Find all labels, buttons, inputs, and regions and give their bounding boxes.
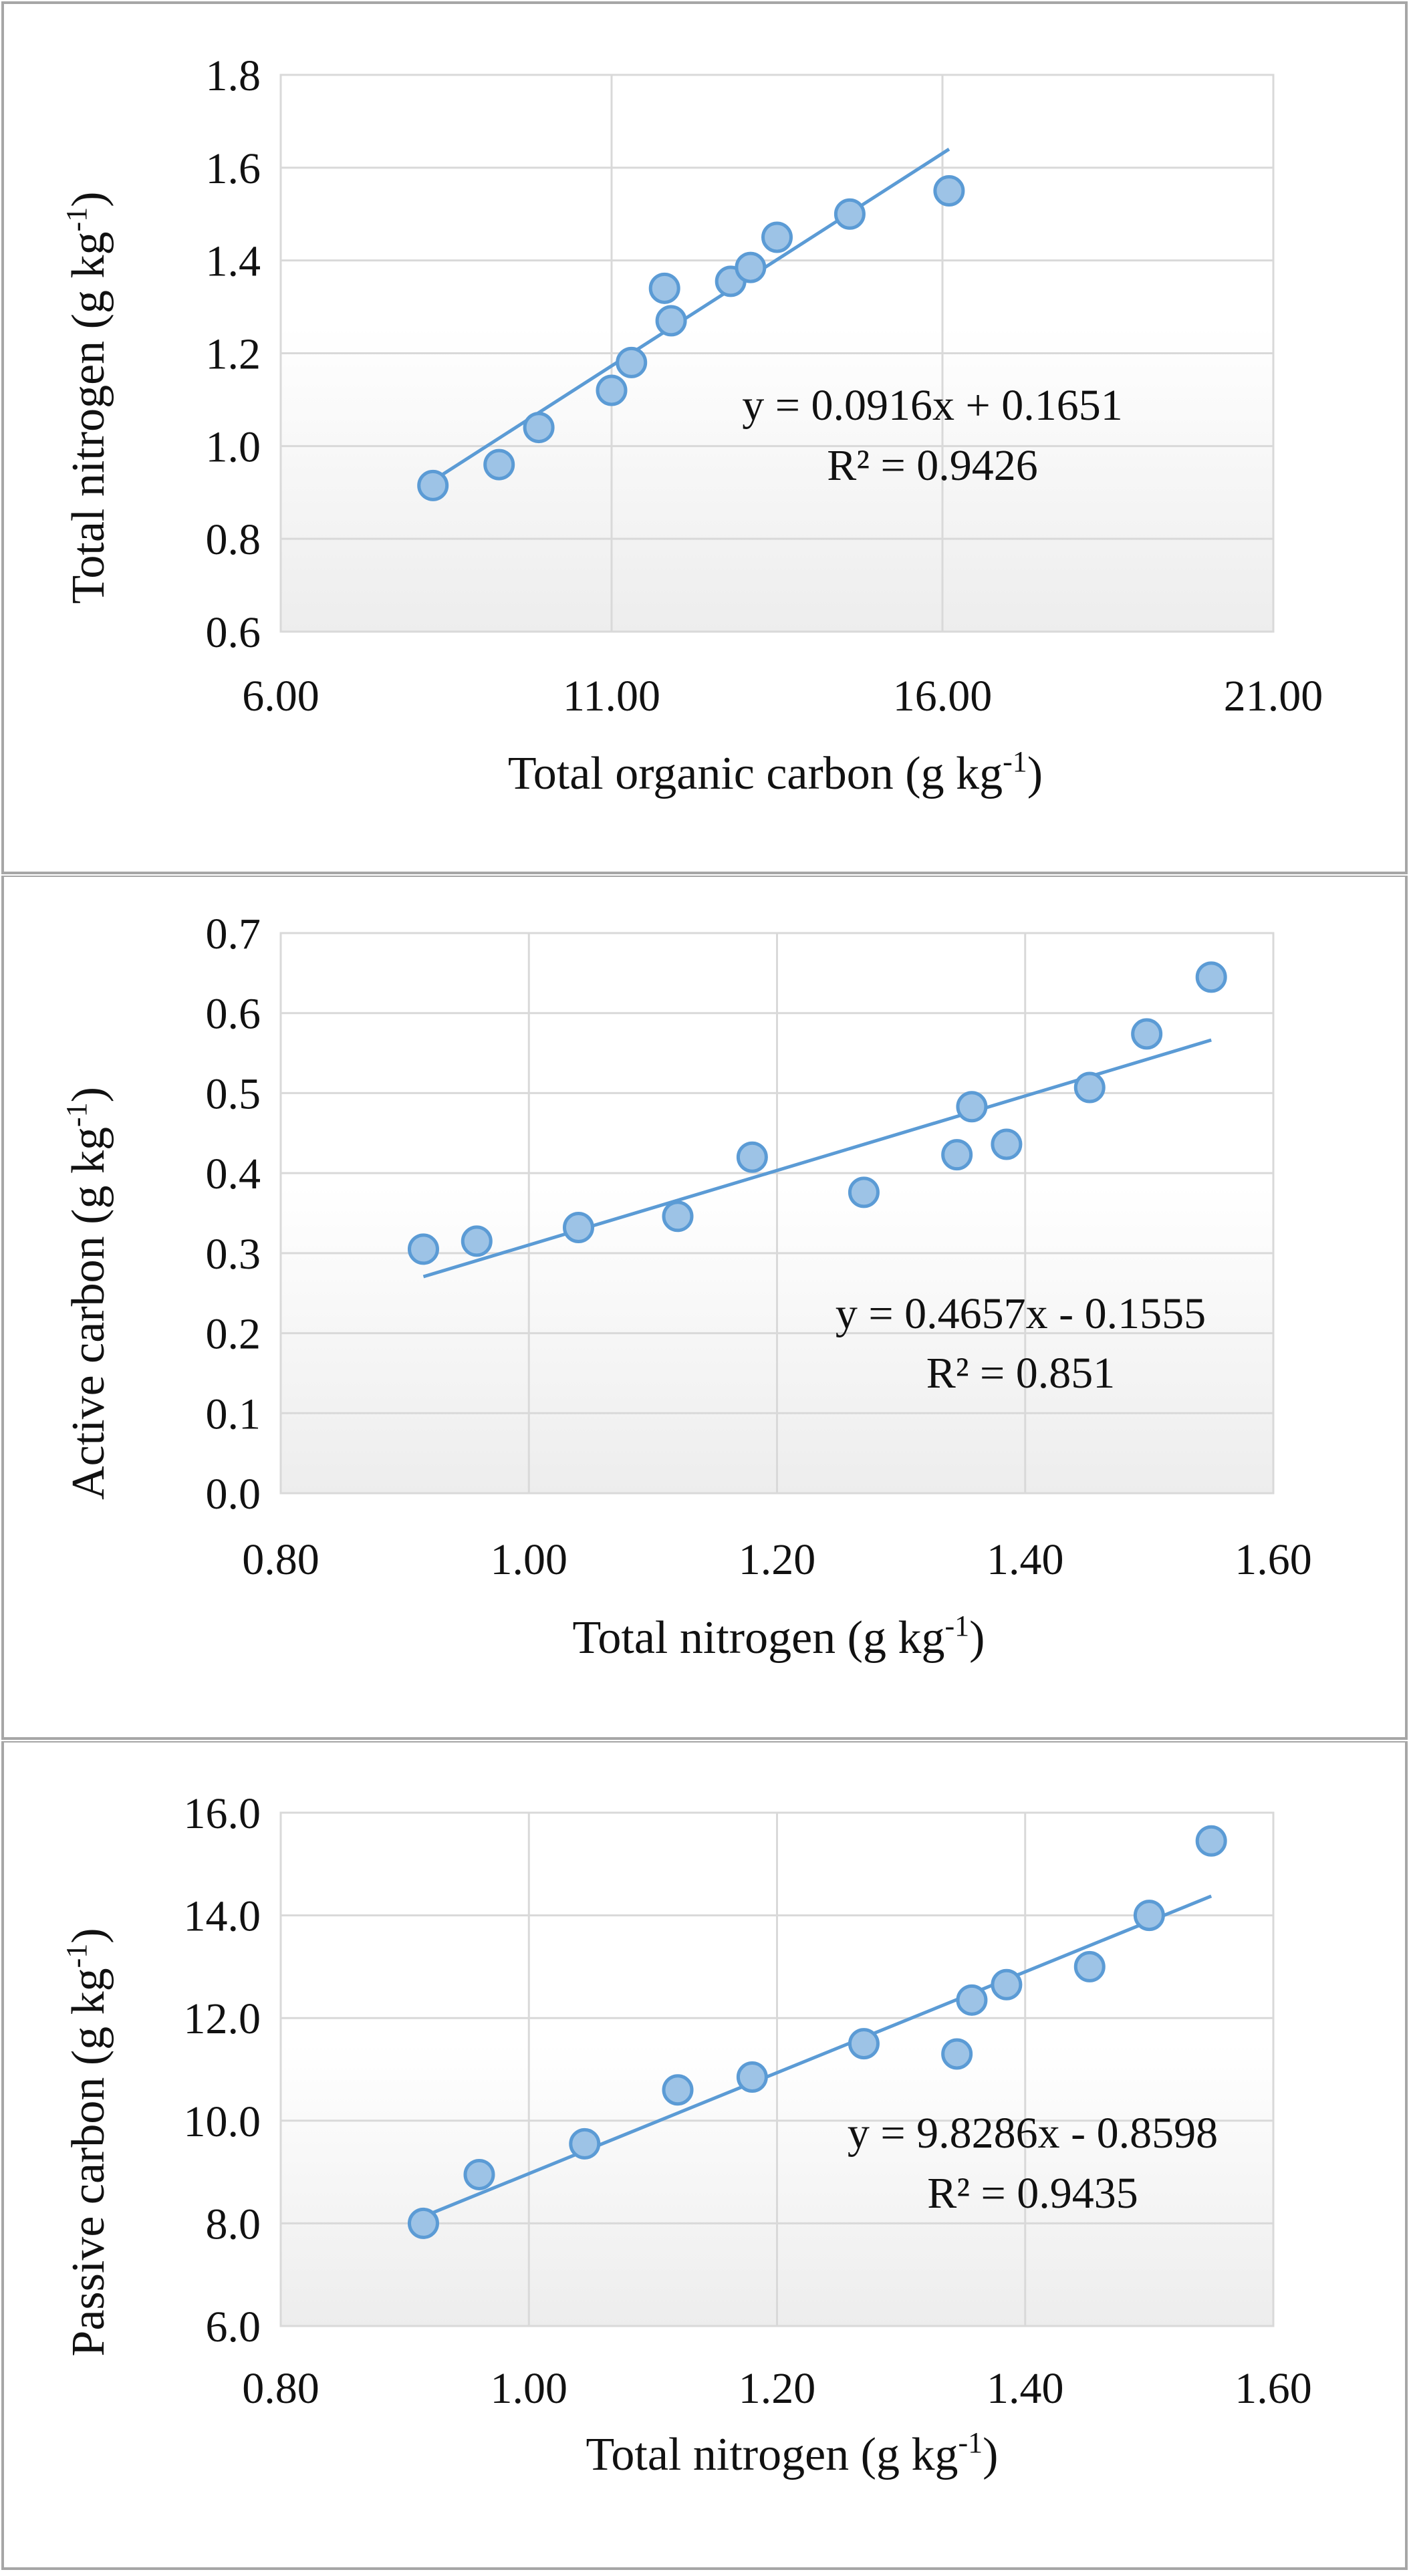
data-point [523, 412, 555, 444]
y-tick-label: 6.0 [206, 2303, 261, 2351]
y-tick-label: 8.0 [206, 2200, 261, 2248]
panel-frame [1, 1, 1408, 874]
data-point [563, 1212, 594, 1244]
y-tick-label: 10.0 [184, 2097, 261, 2146]
chart-toc-vs-tn: 6.00 11.00 16.00 21.00 0.6 0.8 1.0 1.2 1.4 1.6 1.8… [1, 1, 1408, 874]
data-point [461, 1225, 493, 1257]
x-tick-label: 1.40 [987, 2364, 1064, 2413]
data-point [648, 272, 680, 304]
data-point [1195, 1825, 1227, 1857]
trendline [432, 148, 950, 483]
y-tick-label: 16.0 [184, 1789, 261, 1838]
y-tick-label: 1.0 [206, 422, 261, 471]
chart-panel-toc-vs-tn: 6.00 11.00 16.00 21.00 0.6 0.8 1.0 1.2 1.4 1.6 1.8… [0, 0, 1409, 876]
y-tick-label: 0.5 [206, 1069, 261, 1118]
y-tick-label: 0.3 [206, 1230, 261, 1279]
data-point [1131, 1018, 1163, 1050]
x-tick-label: 1.20 [739, 1535, 816, 1584]
y-tick-label: 0.7 [206, 910, 261, 958]
y-tick-label: 12.0 [184, 1994, 261, 2043]
y-axis-title: Active carbon (g kg-1) [60, 1087, 114, 1500]
x-axis-title: Total nitrogen (g kg-1) [573, 1609, 985, 1664]
data-point [991, 1968, 1023, 2001]
x-tick-label: 11.00 [563, 672, 660, 721]
data-point [483, 448, 515, 481]
data-point [407, 2207, 439, 2239]
x-tick-label: 6.00 [242, 672, 319, 721]
r-squared-label: R² = 0.9426 [827, 441, 1038, 490]
panel-frame [1, 874, 1408, 1740]
data-point [956, 1984, 988, 2016]
data-point [662, 2074, 694, 2106]
data-point [736, 1141, 768, 1173]
x-tick-label: 1.00 [491, 2364, 568, 2413]
plot-area: 0.80 1.00 1.20 1.40 1.60 6.0 8.0 10.0 12.0 14.0 16… [184, 1789, 1312, 2413]
data-point [616, 346, 648, 378]
x-tick-label: 1.20 [739, 2364, 816, 2413]
y-tick-label: 1.6 [206, 144, 261, 193]
data-point [655, 305, 687, 337]
plot-area: 6.00 11.00 16.00 21.00 0.6 0.8 1.0 1.2 1.4 1.6 1.8 [206, 51, 1323, 721]
data-point [1073, 1071, 1106, 1104]
panel-frame [1, 1740, 1408, 2570]
r-squared-label: R² = 0.9435 [927, 2169, 1138, 2218]
data-point [569, 2128, 601, 2160]
data-point [991, 1128, 1023, 1160]
y-tick-label: 0.0 [206, 1470, 261, 1519]
trendline [422, 1894, 1212, 2218]
data-point [848, 2028, 880, 2060]
data-point [1133, 1900, 1165, 1932]
data-point [596, 374, 628, 406]
chart-tn-vs-passive-carbon: 0.80 1.00 1.20 1.40 1.60 6.0 8.0 10.0 12.0 14.0 16… [1, 1740, 1408, 2570]
plot-border [279, 932, 1275, 1495]
chart-tn-vs-active-carbon: 0.80 1.00 1.20 1.40 1.60 0.0 0.1 0.2 0.3 0.4 0.5 0.… [1, 874, 1408, 1740]
x-tick-label: 0.80 [242, 2364, 319, 2413]
data-point [941, 2038, 973, 2070]
data-point [736, 2061, 768, 2093]
data-point [417, 469, 449, 501]
y-tick-label: 0.6 [206, 990, 261, 1039]
y-tick-label: 0.2 [206, 1310, 261, 1359]
data-point [761, 221, 793, 253]
x-tick-label: 0.80 [242, 1535, 319, 1584]
data-point [735, 251, 767, 283]
y-tick-label: 0.4 [206, 1150, 261, 1198]
x-tick-label: 1.60 [1235, 1535, 1312, 1584]
data-point [463, 2158, 495, 2190]
y-axis-title: Passive carbon (g kg-1) [60, 1928, 114, 2356]
y-tick-label: 1.8 [206, 51, 261, 100]
x-tick-label: 1.60 [1235, 2364, 1312, 2413]
x-tick-label: 1.00 [491, 1535, 568, 1584]
plot-border [279, 1811, 1275, 2327]
plot-area: 0.80 1.00 1.20 1.40 1.60 0.0 0.1 0.2 0.3 0.4 0.5 0.… [206, 910, 1312, 1584]
chart-panel-tn-vs-active-carbon: 0.80 1.00 1.20 1.40 1.60 0.0 0.1 0.2 0.3 0.4 0.5 0.… [0, 874, 1409, 1741]
y-tick-label: 1.2 [206, 330, 261, 379]
data-point [933, 175, 965, 207]
trendline-equation: y = 0.4657x - 0.1555 [836, 1289, 1206, 1338]
y-tick-label: 0.6 [206, 608, 261, 657]
x-axis-title: Total nitrogen (g kg-1) [586, 2426, 999, 2480]
x-axis-title: Total organic carbon (g kg-1) [508, 745, 1043, 799]
x-tick-label: 21.00 [1224, 672, 1323, 721]
chart-panel-tn-vs-passive-carbon: 0.80 1.00 1.20 1.40 1.60 6.0 8.0 10.0 12.0 14.0 16… [0, 1740, 1409, 2573]
data-point [662, 1200, 694, 1233]
data-point [1073, 1950, 1106, 1982]
data-point [834, 198, 866, 230]
data-point [407, 1233, 439, 1265]
data-point [941, 1139, 973, 1171]
y-tick-label: 0.8 [206, 515, 261, 564]
data-point [848, 1176, 880, 1208]
y-axis-title: Total nitrogen (g kg-1) [60, 192, 114, 604]
data-point [1195, 961, 1227, 993]
trendline-equation: y = 0.0916x + 0.1651 [742, 381, 1122, 430]
trendline-equation: y = 9.8286x - 0.8598 [848, 2109, 1218, 2158]
y-tick-label: 14.0 [184, 1892, 261, 1941]
y-tick-label: 0.1 [206, 1390, 261, 1438]
x-tick-label: 1.40 [987, 1535, 1064, 1584]
data-point [956, 1091, 988, 1123]
y-tick-label: 1.4 [206, 237, 261, 286]
x-tick-label: 16.00 [893, 672, 993, 721]
plot-border [279, 74, 1275, 633]
r-squared-label: R² = 0.851 [926, 1349, 1116, 1398]
